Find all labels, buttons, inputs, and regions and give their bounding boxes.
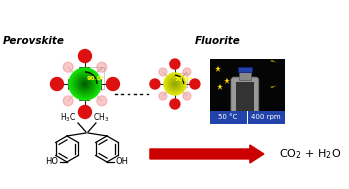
Circle shape: [79, 105, 91, 119]
Circle shape: [79, 78, 91, 90]
Circle shape: [63, 62, 73, 72]
Circle shape: [106, 77, 119, 91]
Circle shape: [159, 68, 167, 76]
Bar: [236, 82, 254, 118]
Circle shape: [63, 96, 73, 106]
Circle shape: [165, 74, 185, 94]
Circle shape: [79, 50, 91, 63]
Bar: [210, 59, 285, 124]
Text: HO: HO: [45, 157, 58, 167]
Circle shape: [97, 96, 107, 106]
Wedge shape: [267, 61, 281, 87]
Text: 400 rpm: 400 rpm: [251, 115, 281, 121]
Circle shape: [167, 76, 183, 92]
Circle shape: [72, 71, 98, 97]
Circle shape: [73, 72, 97, 96]
Circle shape: [83, 82, 87, 86]
Circle shape: [170, 79, 180, 89]
Text: CO$_2$ + H$_2$O: CO$_2$ + H$_2$O: [279, 147, 341, 161]
Circle shape: [170, 59, 180, 69]
Circle shape: [74, 74, 95, 94]
Circle shape: [183, 68, 191, 76]
Text: 50 °C: 50 °C: [218, 115, 238, 121]
Circle shape: [69, 68, 101, 100]
Text: OH: OH: [116, 157, 129, 167]
Circle shape: [190, 79, 200, 89]
Circle shape: [164, 73, 186, 95]
Bar: [239, 72, 251, 80]
Circle shape: [183, 92, 191, 100]
FancyArrow shape: [150, 145, 264, 163]
Circle shape: [76, 75, 94, 93]
Circle shape: [170, 99, 180, 109]
Bar: [238, 67, 252, 72]
Circle shape: [80, 79, 90, 89]
Circle shape: [166, 75, 184, 93]
Text: Fluorite: Fluorite: [195, 36, 241, 46]
Text: Perovskite: Perovskite: [3, 36, 65, 46]
FancyBboxPatch shape: [231, 77, 259, 123]
Circle shape: [169, 78, 181, 90]
Bar: [210, 111, 285, 124]
Circle shape: [259, 62, 283, 86]
Text: 90.0°: 90.0°: [87, 76, 105, 81]
Text: 70.5°: 70.5°: [174, 77, 193, 81]
Circle shape: [171, 80, 179, 88]
Circle shape: [150, 79, 160, 89]
Circle shape: [159, 92, 167, 100]
Circle shape: [70, 69, 99, 99]
Circle shape: [84, 83, 86, 85]
Circle shape: [168, 77, 182, 91]
Circle shape: [171, 81, 178, 87]
Text: CH$_3$: CH$_3$: [93, 112, 109, 124]
Circle shape: [77, 76, 93, 92]
Circle shape: [97, 62, 107, 72]
Circle shape: [173, 83, 176, 85]
Circle shape: [172, 82, 177, 86]
Text: H$_3$C: H$_3$C: [60, 112, 76, 124]
Circle shape: [81, 81, 89, 88]
Circle shape: [51, 77, 64, 91]
